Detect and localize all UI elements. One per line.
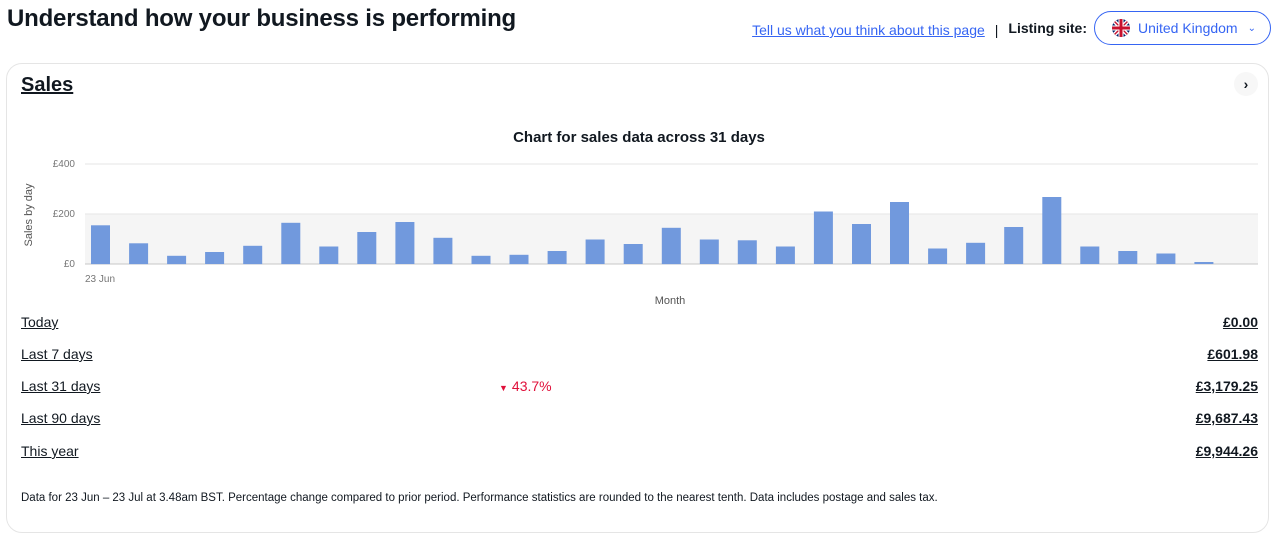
uk-flag-icon (1111, 19, 1130, 37)
chart-bar[interactable] (1042, 197, 1062, 264)
chart-bar[interactable] (129, 243, 149, 265)
chart-bar[interactable] (433, 237, 453, 265)
chart-bar[interactable] (1194, 262, 1214, 264)
chart-bar[interactable] (319, 246, 339, 265)
summary-row: Last 7 days £601.98 (21, 346, 1258, 366)
chart-bar[interactable] (928, 248, 948, 265)
header-controls: Tell us what you think about this page |… (752, 10, 1271, 46)
feedback-link[interactable]: Tell us what you think about this page (752, 22, 985, 38)
chart-bar[interactable] (813, 211, 833, 265)
chart-bar[interactable] (737, 240, 757, 265)
chart-bar[interactable] (91, 225, 110, 265)
summary-row-label[interactable]: Last 90 days (21, 410, 101, 426)
triangle-down-icon: ▼ (499, 383, 508, 393)
chart-bar[interactable] (1004, 227, 1024, 264)
summary-row: This year £9,944.26 (21, 443, 1258, 463)
listing-site-dropdown[interactable]: United Kingdom ⌄ (1093, 11, 1271, 45)
summary-row: Last 90 days £9,687.43 (21, 410, 1258, 430)
summary-row-change-value: 43.7% (511, 378, 552, 394)
chevron-right-icon[interactable]: › (1234, 72, 1258, 96)
summary-row: Today £0.00 (21, 314, 1258, 334)
chart-bar[interactable] (775, 246, 795, 265)
sales-card: Sales › Chart for sales data across 31 d… (6, 63, 1269, 533)
chart-bar[interactable] (852, 224, 871, 264)
summary-row-change: ▼ 43.7% (499, 378, 552, 394)
chart-bar[interactable] (699, 239, 719, 265)
sales-card-title[interactable]: Sales (21, 74, 74, 96)
chart-bar[interactable] (243, 245, 263, 265)
summary-row-label[interactable]: Today (21, 314, 59, 330)
listing-site-value: United Kingdom (1137, 20, 1238, 36)
chart-y-label: Sales by day (23, 183, 35, 246)
chart-bar[interactable] (966, 242, 986, 265)
page-title: Understand how your business is performi… (7, 5, 517, 32)
summary-row-value[interactable]: £9,687.43 (1195, 410, 1258, 426)
summary-row-value[interactable]: £3,179.25 (1195, 378, 1258, 394)
summary-row-value[interactable]: £601.98 (1207, 346, 1258, 362)
sales-chart: Chart for sales data across 31 days £0 £2… (23, 129, 1258, 307)
summary-row-value[interactable]: £0.00 (1222, 314, 1258, 330)
chart-y-tick-label: £400 (53, 159, 76, 170)
chart-bar[interactable] (357, 232, 377, 264)
chart-bar[interactable] (281, 222, 301, 265)
chart-bar[interactable] (585, 239, 605, 265)
chart-bar[interactable] (623, 244, 643, 264)
chart-bar[interactable] (661, 227, 681, 265)
chart-bar[interactable] (509, 254, 529, 265)
chart-bar[interactable] (395, 222, 415, 264)
footnote: Data for 23 Jun – 23 Jul at 3.48am BST. … (21, 492, 938, 504)
chart-bar[interactable] (890, 202, 909, 264)
summary-row-value[interactable]: £9,944.26 (1195, 443, 1258, 459)
listing-site-label: Listing site: (1008, 20, 1087, 36)
chart-bar[interactable] (1080, 246, 1100, 265)
chart-bar[interactable] (205, 252, 225, 264)
chart-bar[interactable] (547, 251, 567, 264)
summary-row-label[interactable]: Last 7 days (21, 346, 93, 362)
chart-title: Chart for sales data across 31 days (513, 129, 765, 146)
chart-y-tick-label: £0 (64, 259, 76, 270)
chart-y-tick-label: £200 (53, 209, 76, 220)
summary-row-label[interactable]: Last 31 days (21, 378, 101, 394)
summary-row-label[interactable]: This year (21, 443, 79, 459)
chart-bar[interactable] (167, 255, 187, 265)
chart-x-label: Month (655, 295, 686, 307)
chevron-down-icon: ⌄ (1247, 22, 1256, 34)
chart-bar[interactable] (471, 255, 491, 265)
summary-row: Last 31 days ▼ 43.7% £3,179.25 (21, 378, 1258, 398)
header-separator: | (994, 22, 999, 38)
chart-x-tick-label: 23 Jun (85, 274, 115, 285)
chart-bar[interactable] (1118, 251, 1138, 264)
chart-bar[interactable] (1156, 253, 1176, 265)
